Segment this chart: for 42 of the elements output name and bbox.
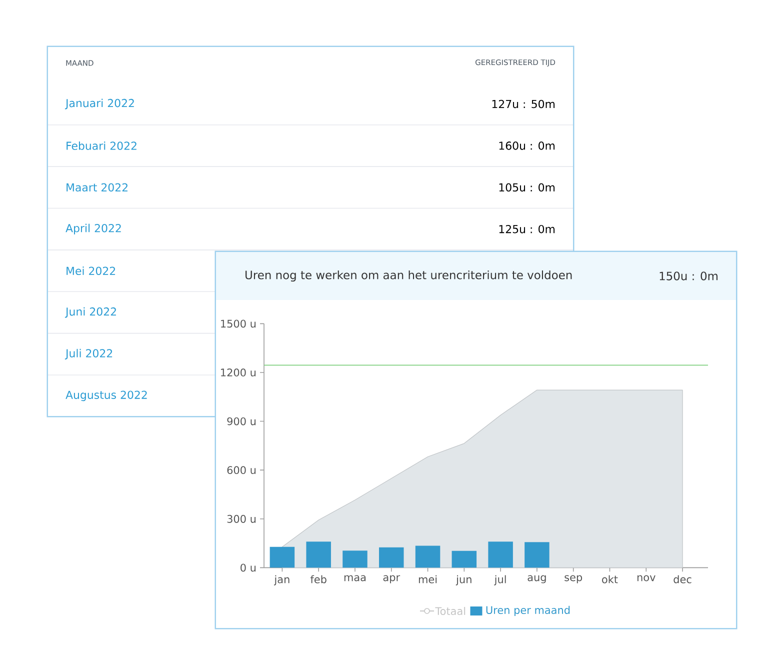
text: 160u : 0m <box>499 142 555 150</box>
x-tick-label: aug <box>528 575 546 584</box>
text: 127u : 50m <box>492 100 555 108</box>
category-label: Augustus 2022 <box>66 390 147 402</box>
x-tick-label: feb <box>310 575 326 584</box>
bar <box>488 542 513 568</box>
y-tick-label: 300 u <box>227 514 256 523</box>
legend-label: Totaal <box>435 606 466 616</box>
bar <box>524 542 550 568</box>
x-tick-label: okt <box>602 575 618 584</box>
text: 105u : 0m <box>499 183 555 192</box>
category-label: Januari 2022 <box>64 98 134 110</box>
bar <box>379 547 404 568</box>
x-tick-label: jul <box>494 575 506 586</box>
x-tick-label: sep <box>564 575 582 584</box>
y-tick-label: 1500 u <box>221 320 256 328</box>
legend-label: Uren per maand <box>486 606 570 616</box>
category-label: Mei 2022 <box>66 266 116 276</box>
x-tick-label: apr <box>383 575 400 584</box>
x-tick-label: jun <box>456 575 472 586</box>
x-tick-label: nov <box>637 575 656 582</box>
y-tick-label: 900 u <box>227 417 256 426</box>
bar <box>306 542 331 568</box>
x-tick-label: mei <box>418 575 437 584</box>
text: 150u : 0m <box>660 272 718 280</box>
bar <box>415 546 440 568</box>
category-label: Febuari 2022 <box>66 141 136 150</box>
category-label: Juni 2022 <box>64 307 116 318</box>
category-label: Maart 2022 <box>66 183 128 192</box>
y-tick-label: 1200 u <box>221 368 256 376</box>
y-tick-label: 600 u <box>227 466 256 474</box>
y-tick-label: 0 u <box>240 564 256 572</box>
x-tick-label: jan <box>274 575 290 586</box>
category-label: April 2022 <box>66 224 121 234</box>
x-tick-label: dec <box>674 575 692 584</box>
category-label: Juli 2022 <box>64 348 112 360</box>
chart-title: Uren nog te werken om aan het urencriterium te voldoen <box>246 270 572 282</box>
bar <box>452 550 477 568</box>
bar <box>270 546 295 568</box>
x-tick-label: maa <box>344 575 366 582</box>
text: 125u : 0m <box>499 224 555 234</box>
bar <box>342 550 368 568</box>
